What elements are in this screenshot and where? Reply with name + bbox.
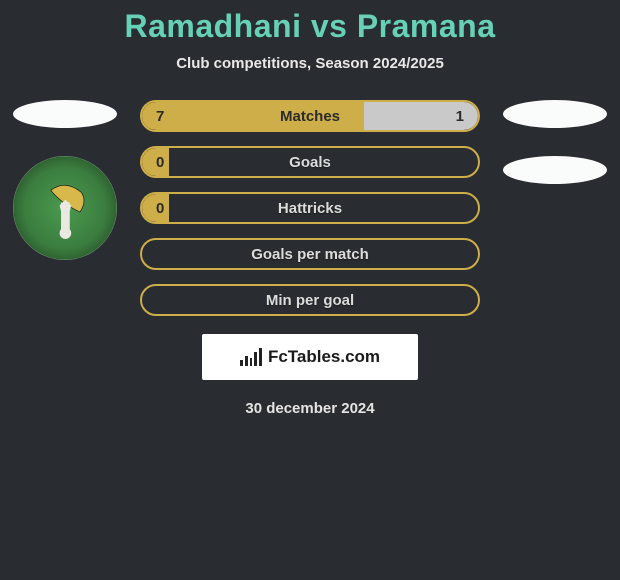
stat-label: Hattricks — [278, 200, 342, 217]
stat-label: Min per goal — [266, 292, 354, 309]
stat-bar: 0 Hattricks — [140, 192, 480, 224]
subtitle: Club competitions, Season 2024/2025 — [0, 55, 620, 72]
bar-chart-icon — [240, 348, 262, 366]
stat-value-left: 7 — [156, 108, 164, 125]
club-crest-icon — [29, 172, 102, 245]
stat-label: Matches — [280, 108, 340, 125]
root: Ramadhani vs Pramana Club competitions, … — [0, 0, 620, 417]
stat-value-left: 0 — [156, 154, 164, 171]
right-player-col — [500, 100, 610, 184]
page-title: Ramadhani vs Pramana — [0, 8, 620, 45]
brand-badge[interactable]: FcTables.com — [202, 334, 418, 380]
stat-label: Goals per match — [251, 246, 369, 263]
left-player-silhouette — [13, 100, 117, 128]
stats-column: 7 1 Matches 0 Goals 0 Hattricks Goals per match… — [140, 100, 480, 316]
right-player-silhouette — [503, 100, 607, 128]
left-player-col — [10, 100, 120, 260]
stat-value-left: 0 — [156, 200, 164, 217]
stat-bar: Goals per match — [140, 238, 480, 270]
stat-label: Goals — [289, 154, 331, 171]
brand-text: FcTables.com — [268, 347, 380, 367]
left-club-logo — [13, 156, 117, 260]
stat-bar: Min per goal — [140, 284, 480, 316]
date-text: 30 december 2024 — [0, 400, 620, 417]
stat-bar: 7 1 Matches — [140, 100, 480, 132]
right-club-placeholder — [503, 156, 607, 184]
stat-bar: 0 Goals — [140, 146, 480, 178]
stat-value-right: 1 — [456, 108, 464, 125]
comparison-row: 7 1 Matches 0 Goals 0 Hattricks Goals per match… — [0, 100, 620, 316]
